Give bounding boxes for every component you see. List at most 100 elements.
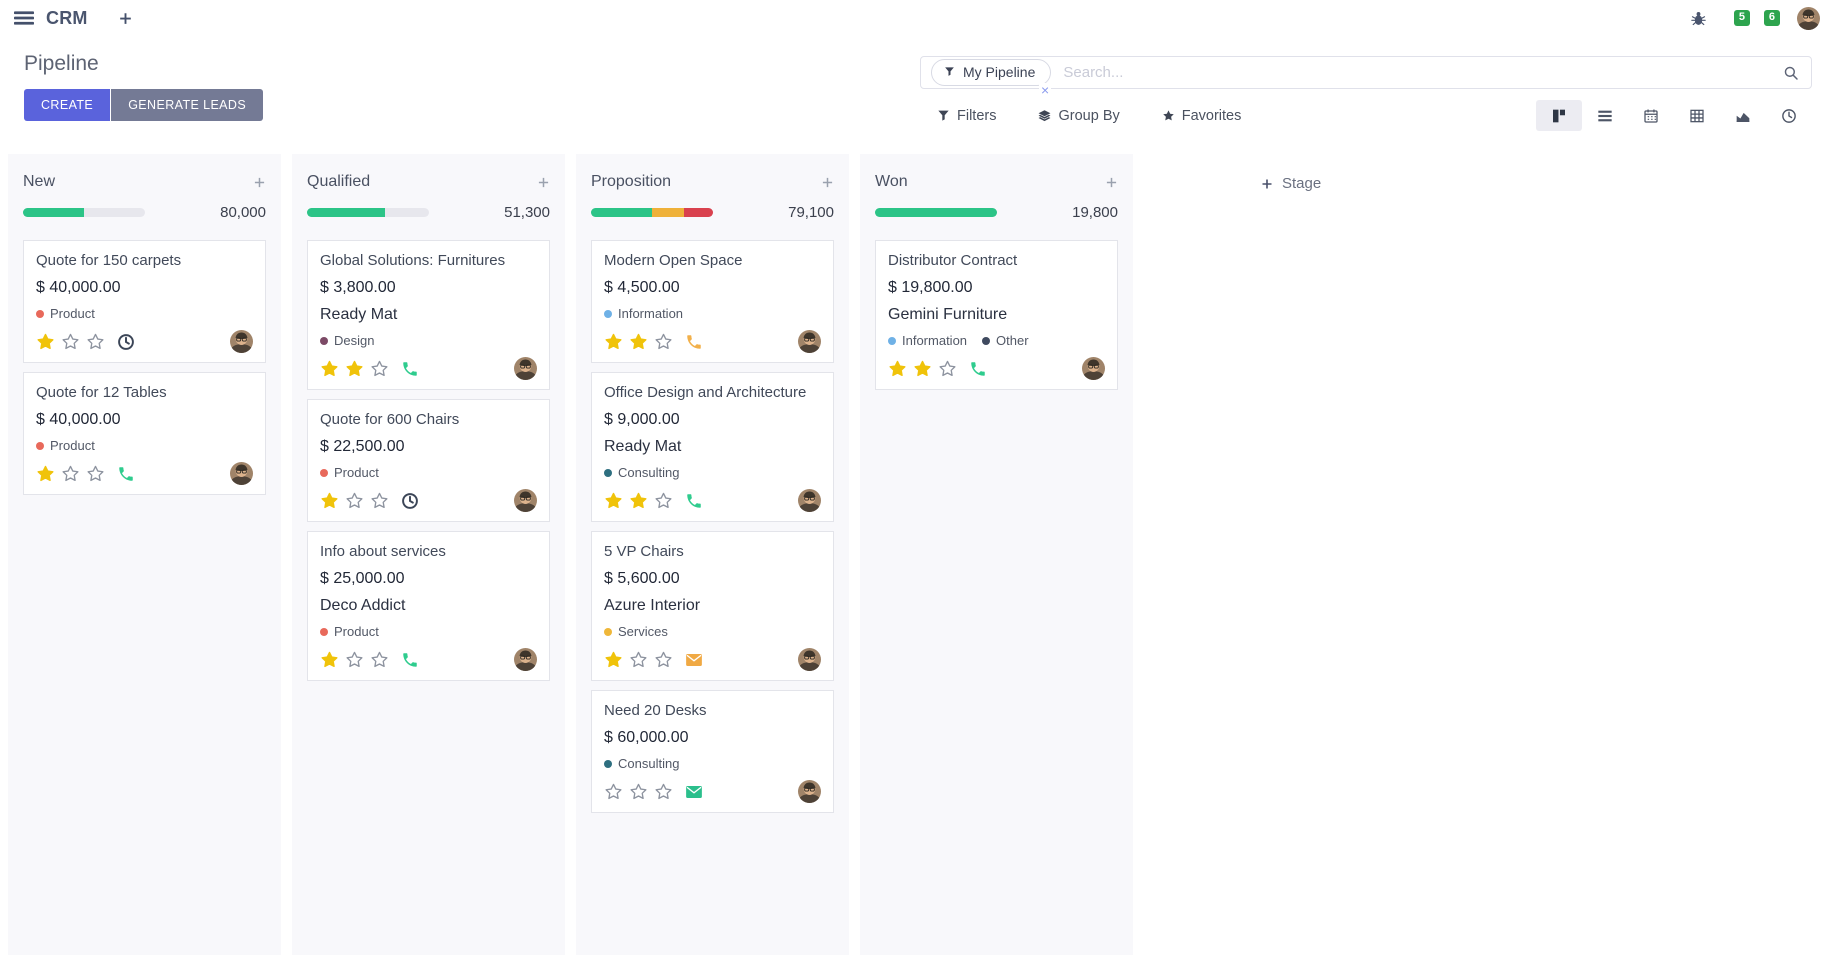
favorites-menu[interactable]: Favorites <box>1162 108 1241 124</box>
star-filled-icon[interactable] <box>320 650 339 669</box>
kanban-card[interactable]: Quote for 600 Chairs $ 22,500.00 Product <box>307 399 550 522</box>
debug-bug-icon[interactable] <box>1690 10 1707 27</box>
star-empty-icon[interactable] <box>654 491 673 510</box>
view-activity-button[interactable] <box>1766 100 1812 131</box>
kanban-card[interactable]: Need 20 Desks $ 60,000.00 Consulting <box>591 690 834 813</box>
progress-segment[interactable] <box>652 208 684 217</box>
kanban-card[interactable]: Distributor Contract $ 19,800.00 Gemini … <box>875 240 1118 390</box>
column-title[interactable]: New <box>23 173 56 190</box>
star-empty-icon[interactable] <box>61 332 80 351</box>
star-empty-icon[interactable] <box>370 359 389 378</box>
phone-icon[interactable] <box>401 651 419 669</box>
star-empty-icon[interactable] <box>604 782 623 801</box>
column-progressbar[interactable] <box>591 208 713 217</box>
phone-icon[interactable] <box>685 492 703 510</box>
kanban-card[interactable]: Global Solutions: Furnitures $ 3,800.00 … <box>307 240 550 390</box>
star-filled-icon[interactable] <box>320 359 339 378</box>
star-empty-icon[interactable] <box>629 782 648 801</box>
kanban-card[interactable]: Office Design and Architecture $ 9,000.0… <box>591 372 834 522</box>
salesperson-avatar[interactable] <box>798 489 821 512</box>
column-title[interactable]: Won <box>875 173 908 190</box>
star-empty-icon[interactable] <box>61 464 80 483</box>
clock-icon[interactable] <box>117 333 135 351</box>
search-input[interactable] <box>1061 63 1783 82</box>
progress-segment[interactable] <box>307 208 386 217</box>
salesperson-avatar[interactable] <box>230 462 253 485</box>
apps-menu-icon[interactable] <box>14 8 34 28</box>
column-title[interactable]: Qualified <box>307 173 371 190</box>
star-empty-icon[interactable] <box>629 650 648 669</box>
column-progressbar[interactable] <box>23 208 145 217</box>
view-graph-button[interactable] <box>1720 100 1766 131</box>
star-filled-icon[interactable] <box>913 359 932 378</box>
star-filled-icon[interactable] <box>345 359 364 378</box>
filters-menu[interactable]: Filters <box>937 108 996 124</box>
salesperson-avatar[interactable] <box>798 780 821 803</box>
salesperson-avatar[interactable] <box>230 330 253 353</box>
star-empty-icon[interactable] <box>345 491 364 510</box>
view-list-button[interactable] <box>1582 100 1628 131</box>
app-name[interactable]: CRM <box>46 7 88 28</box>
salesperson-avatar[interactable] <box>514 489 537 512</box>
phone-icon[interactable] <box>685 333 703 351</box>
generate-leads-button[interactable]: GENERATE LEADS <box>111 89 264 121</box>
search-box[interactable]: My Pipeline × <box>920 56 1812 97</box>
phone-icon[interactable] <box>117 465 135 483</box>
star-filled-icon[interactable] <box>604 491 623 510</box>
star-empty-icon[interactable] <box>86 332 105 351</box>
star-empty-icon[interactable] <box>654 332 673 351</box>
view-kanban-button[interactable] <box>1536 100 1582 131</box>
clock-icon[interactable] <box>401 492 419 510</box>
star-filled-icon[interactable] <box>888 359 907 378</box>
view-calendar-button[interactable] <box>1628 100 1674 131</box>
kanban-card[interactable]: 5 VP Chairs $ 5,600.00 Azure Interior Se… <box>591 531 834 681</box>
user-avatar[interactable] <box>1797 6 1820 30</box>
star-empty-icon[interactable] <box>370 650 389 669</box>
star-filled-icon[interactable] <box>36 464 55 483</box>
column-title[interactable]: Proposition <box>591 173 672 190</box>
kanban-card[interactable]: Quote for 12 Tables $ 40,000.00 Product <box>23 372 266 495</box>
add-tab-icon[interactable] <box>118 11 133 26</box>
envelope-icon[interactable] <box>685 783 703 801</box>
phone-icon[interactable] <box>401 360 419 378</box>
salesperson-avatar[interactable] <box>1082 357 1105 380</box>
quick-add-icon[interactable] <box>537 176 550 189</box>
star-filled-icon[interactable] <box>629 491 648 510</box>
star-empty-icon[interactable] <box>86 464 105 483</box>
progress-segment[interactable] <box>683 208 713 217</box>
star-filled-icon[interactable] <box>604 332 623 351</box>
salesperson-avatar[interactable] <box>514 648 537 671</box>
star-filled-icon[interactable] <box>604 650 623 669</box>
star-empty-icon[interactable] <box>654 650 673 669</box>
facet-remove-icon[interactable]: × <box>1039 82 1052 98</box>
star-filled-icon[interactable] <box>629 332 648 351</box>
kanban-card[interactable]: Info about services $ 25,000.00 Deco Add… <box>307 531 550 681</box>
salesperson-avatar[interactable] <box>798 330 821 353</box>
quick-add-icon[interactable] <box>1105 176 1118 189</box>
star-filled-icon[interactable] <box>36 332 55 351</box>
column-progressbar[interactable] <box>307 208 429 217</box>
create-button[interactable]: CREATE <box>24 89 111 121</box>
quick-add-icon[interactable] <box>253 176 266 189</box>
salesperson-avatar[interactable] <box>514 357 537 380</box>
quick-add-icon[interactable] <box>821 176 834 189</box>
kanban-card[interactable]: Quote for 150 carpets $ 40,000.00 Produc… <box>23 240 266 363</box>
star-empty-icon[interactable] <box>345 650 364 669</box>
phone-icon[interactable] <box>969 360 987 378</box>
star-empty-icon[interactable] <box>654 782 673 801</box>
star-filled-icon[interactable] <box>320 491 339 510</box>
column-progressbar[interactable] <box>875 208 997 217</box>
progress-segment[interactable] <box>875 208 997 217</box>
group-by-menu[interactable]: Group By <box>1038 108 1120 124</box>
salesperson-avatar[interactable] <box>798 648 821 671</box>
star-empty-icon[interactable] <box>370 491 389 510</box>
envelope-icon[interactable] <box>685 651 703 669</box>
progress-segment[interactable] <box>591 208 652 217</box>
kanban-card[interactable]: Modern Open Space $ 4,500.00 Information <box>591 240 834 363</box>
search-facet-my-pipeline[interactable]: My Pipeline <box>931 59 1052 86</box>
search-icon[interactable] <box>1783 65 1799 81</box>
add-stage-button[interactable]: Stage <box>1261 154 1321 192</box>
star-empty-icon[interactable] <box>938 359 957 378</box>
view-pivot-button[interactable] <box>1674 100 1720 131</box>
progress-segment[interactable] <box>23 208 84 217</box>
